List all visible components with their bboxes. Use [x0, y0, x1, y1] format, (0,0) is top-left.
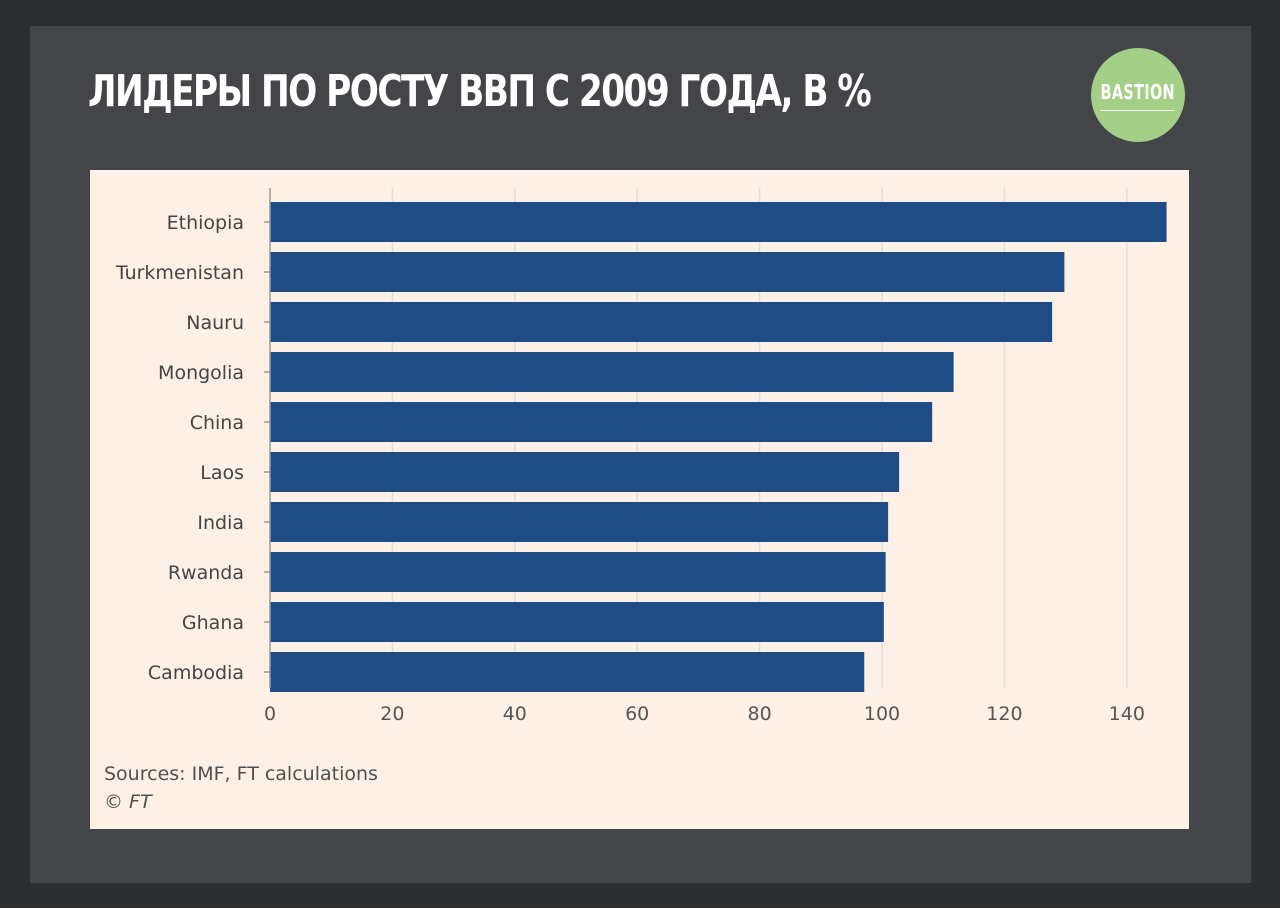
- x-tick-label: 0: [264, 703, 276, 725]
- category-label: China: [190, 412, 244, 434]
- bar: [270, 402, 933, 442]
- bar: [270, 352, 954, 392]
- category-label: Laos: [200, 462, 244, 484]
- category-label: Ethiopia: [167, 212, 244, 234]
- x-tick-label: 120: [986, 703, 1022, 725]
- x-tick-label: 140: [1109, 703, 1145, 725]
- category-label: Turkmenistan: [115, 262, 244, 284]
- page-title: ЛИДЕРЫ ПО РОСТУ ВВП С 2009 ГОДА, В %: [88, 66, 872, 117]
- bar: [270, 652, 865, 692]
- source-note: Sources: IMF, FT calculations: [104, 763, 378, 785]
- x-tick-label: 40: [503, 703, 527, 725]
- x-tick-label: 20: [380, 703, 404, 725]
- x-tick-label: 100: [864, 703, 900, 725]
- x-tick-label: 80: [748, 703, 772, 725]
- bar: [270, 302, 1053, 342]
- bar: [270, 252, 1065, 292]
- category-label: Nauru: [186, 312, 244, 334]
- x-tick-label: 60: [625, 703, 649, 725]
- category-label: Ghana: [182, 612, 244, 634]
- bar: [270, 452, 900, 492]
- chart-source: Sources: IMF, FT calculations © FT: [104, 760, 378, 816]
- logo-text: BASTION: [1100, 80, 1176, 111]
- bastion-logo: BASTION: [1091, 48, 1185, 142]
- category-label: Mongolia: [158, 362, 244, 384]
- bar: [270, 502, 889, 542]
- bar: [270, 602, 884, 642]
- bar: [270, 552, 886, 592]
- category-label: Cambodia: [148, 662, 244, 684]
- bar: [270, 202, 1167, 242]
- category-label: India: [197, 512, 244, 534]
- copyright-note: © FT: [104, 791, 152, 813]
- chart-bars: [270, 202, 1167, 692]
- y-axis: Ethiopia Turkmenistan Nauru Mongolia China La…: [115, 188, 271, 688]
- x-axis: 0 20 40 60 80 100 120 140: [264, 703, 1145, 725]
- category-label: Rwanda: [168, 562, 244, 584]
